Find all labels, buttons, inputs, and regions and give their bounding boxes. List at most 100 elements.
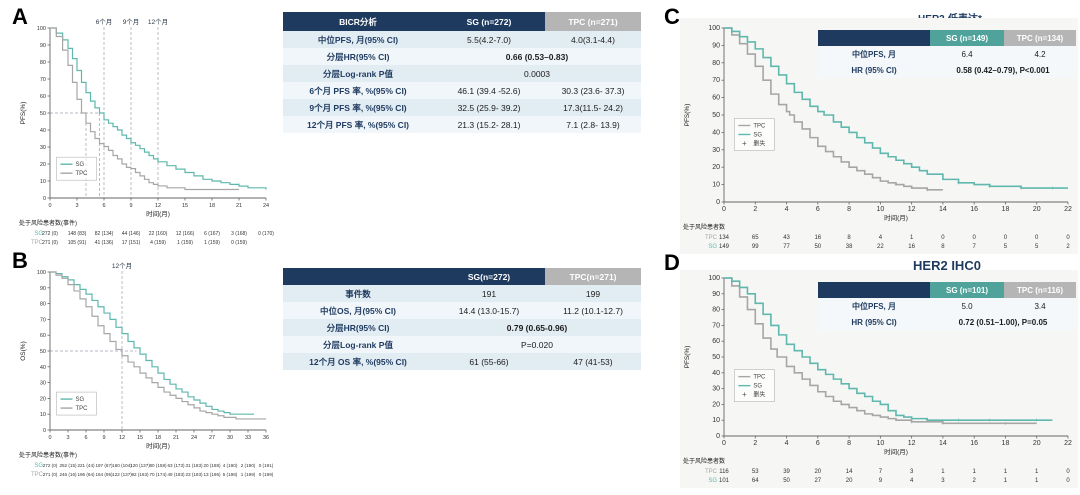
at-risk-series-name: SG bbox=[34, 231, 43, 237]
at-risk-label: 处于风险患者数 bbox=[683, 457, 725, 465]
panel-b-stats-table: SG(n=272) TPC(n=271) 事件数 191 199 中位OS, 月… bbox=[283, 268, 641, 370]
svg-text:60: 60 bbox=[712, 95, 720, 102]
her2-ihc0-title: HER2 IHC0 bbox=[913, 258, 981, 273]
table-row: 12个月 PFS 率, %(95% CI) 21.3 (15.2- 28.1) … bbox=[283, 116, 641, 133]
hr-value: 0.58 (0.42–0.79), P<0.001 bbox=[956, 66, 1050, 75]
table-header-cell-tpc: TPC (n=271) bbox=[545, 12, 641, 31]
svg-text:18: 18 bbox=[209, 203, 215, 209]
svg-text:24: 24 bbox=[191, 435, 197, 441]
svg-text:12: 12 bbox=[155, 203, 161, 209]
at-risk-value: 164 (95) bbox=[95, 472, 113, 477]
table-header-cell bbox=[818, 30, 930, 46]
svg-text:18: 18 bbox=[1002, 206, 1010, 213]
at-risk-value: 20 (188) bbox=[203, 463, 221, 468]
svg-text:80: 80 bbox=[712, 307, 720, 314]
row-label: 事件数 bbox=[345, 288, 371, 299]
at-risk-series-name: TPC bbox=[31, 240, 44, 246]
table-header-cell-sg: SG (n=272) bbox=[433, 12, 545, 31]
svg-text:0: 0 bbox=[716, 199, 720, 206]
km-plot-pfs-her2-low: 0 2 4 6 8 10 12 14 16 18 20 22 0 10 20 30 40 50 60 70 80 90 10… bbox=[680, 18, 1078, 259]
svg-text:60: 60 bbox=[40, 94, 46, 100]
at-risk-value: 1 (159) bbox=[204, 240, 220, 246]
svg-text:90: 90 bbox=[712, 42, 720, 49]
at-risk-series-name: TPC bbox=[31, 472, 44, 478]
at-risk-value: 31 (183) bbox=[185, 463, 203, 468]
x-axis-label: 时间(月) bbox=[884, 447, 908, 456]
panel-c-stats-table: SG (n=149) TPC (n=134) 中位PFS, 月 6.4 4.2 … bbox=[818, 30, 1076, 78]
guide-vline-label: 12个月 bbox=[148, 18, 168, 26]
table-row: 事件数 191 199 bbox=[283, 285, 641, 302]
row-label: 分层Log-rank P值 bbox=[323, 68, 393, 79]
panel-a-stats-table: BICR分析 SG (n=272) TPC (n=271) 中位PFS, 月(9… bbox=[283, 12, 641, 133]
panel-a-label: A bbox=[12, 4, 28, 29]
at-risk-value: 5 (198) bbox=[223, 472, 238, 477]
at-risk-value: 4 bbox=[910, 478, 914, 484]
svg-text:70: 70 bbox=[40, 317, 46, 323]
censor-mark: + bbox=[1019, 185, 1023, 192]
at-risk-series-name: SG bbox=[708, 478, 717, 484]
at-risk-value: 13 (196) bbox=[203, 472, 221, 477]
svg-text:6: 6 bbox=[84, 435, 87, 441]
at-risk-value: 20 bbox=[846, 478, 853, 484]
at-risk-value: 0 bbox=[1004, 235, 1008, 241]
svg-text:16: 16 bbox=[970, 206, 978, 213]
row-label: HR (95% CI) bbox=[851, 318, 897, 327]
row-label: 6个月 PFS 率, %(95% CI) bbox=[309, 85, 407, 96]
legend-label: SG bbox=[753, 132, 762, 138]
svg-text:20: 20 bbox=[40, 396, 46, 402]
at-risk-value: 20 bbox=[814, 469, 821, 475]
at-risk-value: 149 bbox=[719, 244, 730, 250]
at-risk-value: 4 (190) bbox=[223, 463, 238, 468]
svg-text:16: 16 bbox=[970, 440, 978, 447]
at-risk-value: 80 (158) bbox=[149, 463, 167, 468]
table-row: 中位PFS, 月 5.0 3.4 bbox=[818, 298, 1076, 315]
legend-label: 删失 bbox=[753, 391, 765, 399]
censor-mark: + bbox=[988, 183, 992, 190]
at-risk-value: 3 (168) bbox=[231, 231, 247, 237]
table-header-cell-tpc: TPC (n=116) bbox=[1004, 282, 1076, 298]
at-risk-value: 49 (183) bbox=[167, 472, 185, 477]
svg-text:12: 12 bbox=[119, 435, 125, 441]
at-risk-value: 2 (190) bbox=[241, 463, 256, 468]
svg-text:10: 10 bbox=[876, 206, 884, 213]
svg-text:33: 33 bbox=[245, 435, 251, 441]
panel-d-stats-table: SG (n=101) TPC (n=116) 中位PFS, 月 5.0 3.4 … bbox=[818, 282, 1076, 330]
svg-text:100: 100 bbox=[37, 270, 46, 276]
legend-label: SG bbox=[75, 162, 84, 168]
table-header-cell-tpc: TPC(n=271) bbox=[545, 268, 641, 285]
svg-text:15: 15 bbox=[137, 435, 143, 441]
censor-mark: + bbox=[894, 182, 898, 189]
km-plot-os: 12个月 0 3 6 9 12 15 18 21 24 27 30 33 36 0 10 20 30 40 50 60 7… bbox=[16, 258, 276, 495]
at-risk-value: 122 (137) bbox=[112, 472, 132, 477]
svg-text:6: 6 bbox=[816, 440, 820, 447]
censor-mark: + bbox=[957, 180, 961, 187]
series-SG-curve bbox=[724, 277, 1053, 421]
panel-c-label: C bbox=[664, 4, 680, 29]
svg-text:4: 4 bbox=[785, 206, 789, 213]
series-TPC-curve bbox=[724, 27, 943, 191]
legend-box bbox=[56, 156, 97, 181]
svg-text:18: 18 bbox=[1002, 440, 1010, 447]
at-risk-value: 0 bbox=[1066, 469, 1070, 475]
svg-text:0: 0 bbox=[48, 203, 51, 209]
at-risk-series-name: SG bbox=[34, 463, 43, 469]
svg-text:27: 27 bbox=[209, 435, 215, 441]
table-header-cell-tpc: TPC (n=134) bbox=[1004, 30, 1076, 46]
svg-text:0: 0 bbox=[716, 433, 720, 440]
at-risk-value: 5 bbox=[1004, 244, 1008, 250]
sg-value: 61 (55-66) bbox=[469, 356, 509, 367]
at-risk-value: 92 (163) bbox=[131, 472, 149, 477]
tpc-value: 30.3 (23.6- 37.3) bbox=[561, 85, 625, 96]
at-risk-value: 77 bbox=[783, 244, 790, 250]
svg-text:8: 8 bbox=[847, 206, 851, 213]
at-risk-label: 处于风险患者数(事件) bbox=[19, 219, 77, 227]
svg-text:12: 12 bbox=[908, 206, 916, 213]
svg-text:3: 3 bbox=[75, 203, 78, 209]
at-risk-value: 50 bbox=[783, 478, 790, 484]
svg-text:0: 0 bbox=[43, 428, 46, 434]
table-header-cell bbox=[283, 268, 433, 285]
at-risk-value: 0 (199) bbox=[259, 472, 274, 477]
svg-text:90: 90 bbox=[40, 43, 46, 49]
hr-value: 0.72 (0.51–1.00), P=0.05 bbox=[958, 318, 1048, 327]
sg-value: 46.1 (39.4 -52.6) bbox=[457, 85, 521, 96]
